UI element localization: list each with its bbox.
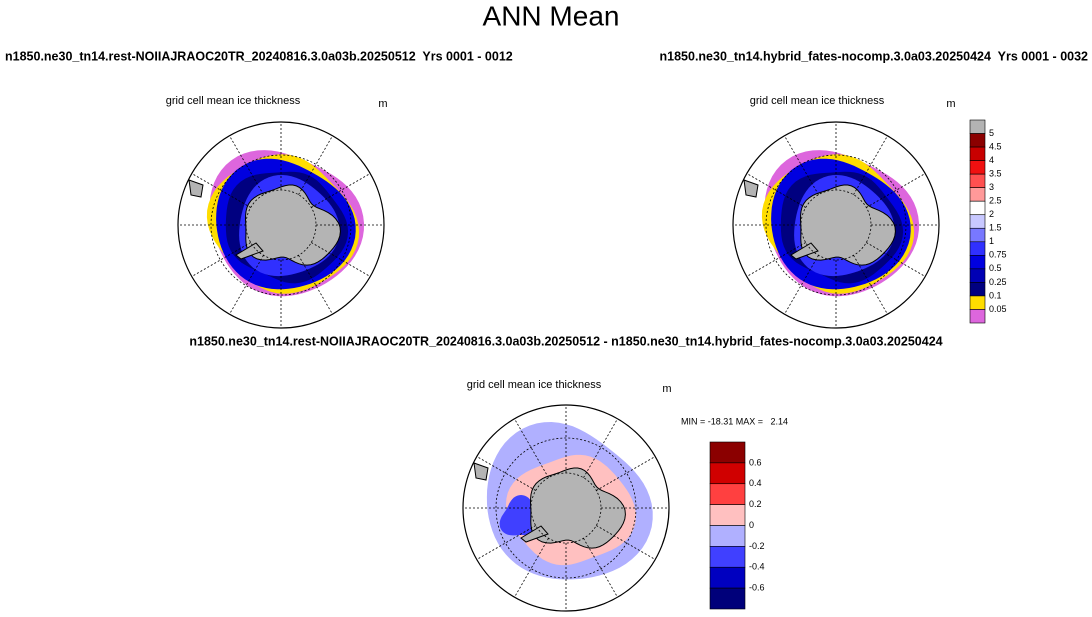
panel-header: n1850.ne30_tn14.hybrid_fates-nocomp.3.0a… (660, 49, 1089, 63)
colorbar-label: 0.4 (749, 478, 762, 488)
colorbar-box (969, 119, 986, 134)
polar-map (178, 122, 384, 328)
peninsula (790, 242, 819, 260)
colorbar-label: 0.1 (989, 290, 1002, 300)
units: m (946, 98, 955, 110)
colorbar-box (969, 160, 986, 175)
longitude-line (191, 242, 251, 277)
colorbar-box (969, 200, 986, 216)
colorbar-label: 0.5 (989, 263, 1002, 273)
longitude-line (311, 242, 371, 277)
antarctica (244, 184, 341, 266)
colorbar-label: 3.5 (989, 169, 1002, 179)
colorbar-box (969, 187, 986, 202)
colorbar-label: 4 (989, 155, 994, 165)
units: m (662, 383, 671, 395)
south-america (188, 179, 204, 198)
longitude-line (476, 525, 536, 560)
longitude-line (784, 135, 819, 195)
colorbar-label: 0.6 (749, 457, 762, 467)
polar-map (463, 405, 669, 611)
south-america (473, 462, 489, 481)
colorbar-box (969, 214, 986, 229)
colorbar-box (969, 133, 986, 148)
latitude-line (765, 154, 907, 296)
longitude-line (583, 538, 618, 598)
colorbar-label: 0 (749, 520, 754, 530)
colorbar-box (709, 587, 746, 610)
colorbar-box (709, 525, 746, 547)
longitude-line (311, 173, 371, 208)
colorbar-box (969, 309, 986, 324)
panel-header: n1850.ne30_tn14.rest-NOIIAJRAOC20TR_2024… (5, 49, 513, 63)
longitude-line (746, 242, 806, 277)
south-america (743, 179, 759, 198)
colorbar-label: -0.4 (749, 562, 765, 572)
map-border (732, 121, 940, 329)
longitude-line (853, 255, 888, 315)
colorbar-box (709, 546, 746, 568)
colorbar-box (969, 173, 986, 188)
antarctica (799, 184, 896, 266)
colorbar-box (709, 483, 746, 505)
longitude-line (583, 418, 618, 478)
map-border (177, 121, 385, 329)
colorbar-label: -0.2 (749, 541, 765, 551)
title: ANN Mean (483, 0, 620, 31)
min-max: MIN = -18.31 MAX = 2.14 (681, 416, 788, 426)
latitude-line (210, 154, 352, 296)
antarctica (529, 467, 626, 549)
colorbar-box (969, 255, 986, 270)
colorbar-label: 4.5 (989, 141, 1002, 151)
maps (177, 121, 940, 612)
colorbar-box (709, 441, 746, 464)
longitude-line (229, 135, 264, 195)
colorbar-box (969, 227, 986, 243)
panel-subtitle: grid cell mean ice thickness (467, 379, 602, 391)
colorbar-box (709, 504, 746, 526)
longitude-line (596, 456, 656, 491)
colorbar-label: 0.2 (749, 499, 762, 509)
colorbar-label: 1.5 (989, 223, 1002, 233)
units: m (378, 98, 387, 110)
colorbar-label: 5 (989, 128, 994, 138)
longitude-line (298, 135, 333, 195)
latitude-line (495, 437, 637, 579)
colorbar-label: 2 (989, 209, 994, 219)
longitude-line (866, 173, 926, 208)
panel-subtitle: grid cell mean ice thickness (750, 95, 885, 107)
colorbar-label: 0.25 (989, 277, 1007, 287)
peninsula (235, 242, 264, 260)
diff-header: n1850.ne30_tn14.rest-NOIIAJRAOC20TR_2024… (189, 334, 942, 348)
longitude-line (596, 525, 656, 560)
longitude-line (514, 538, 549, 598)
longitude-line (853, 135, 888, 195)
colorbar-box (969, 282, 986, 297)
colorbar-box (969, 268, 986, 283)
colorbar-box (969, 241, 986, 256)
colorbar-box (709, 462, 746, 485)
colorbar-label: -0.6 (749, 583, 765, 593)
longitude-line (476, 456, 536, 491)
longitude-line (746, 173, 806, 208)
colorbar-label: 1 (989, 236, 994, 246)
map-border (462, 404, 670, 612)
colorbar-box (969, 295, 986, 310)
panel-subtitle: grid cell mean ice thickness (166, 95, 301, 107)
colorbar-label: 0.05 (989, 304, 1007, 314)
longitude-line (298, 255, 333, 315)
colorbar-box (709, 566, 746, 589)
colorbar-box (969, 146, 986, 161)
longitude-line (784, 255, 819, 315)
colorbar-label: 3 (989, 182, 994, 192)
longitude-line (229, 255, 264, 315)
colorbar-label: 0.75 (989, 250, 1007, 260)
longitude-line (191, 173, 251, 208)
longitude-line (866, 242, 926, 277)
colorbar-label: 2.5 (989, 196, 1002, 206)
peninsula (520, 525, 549, 543)
longitude-line (514, 418, 549, 478)
polar-map (733, 122, 939, 328)
